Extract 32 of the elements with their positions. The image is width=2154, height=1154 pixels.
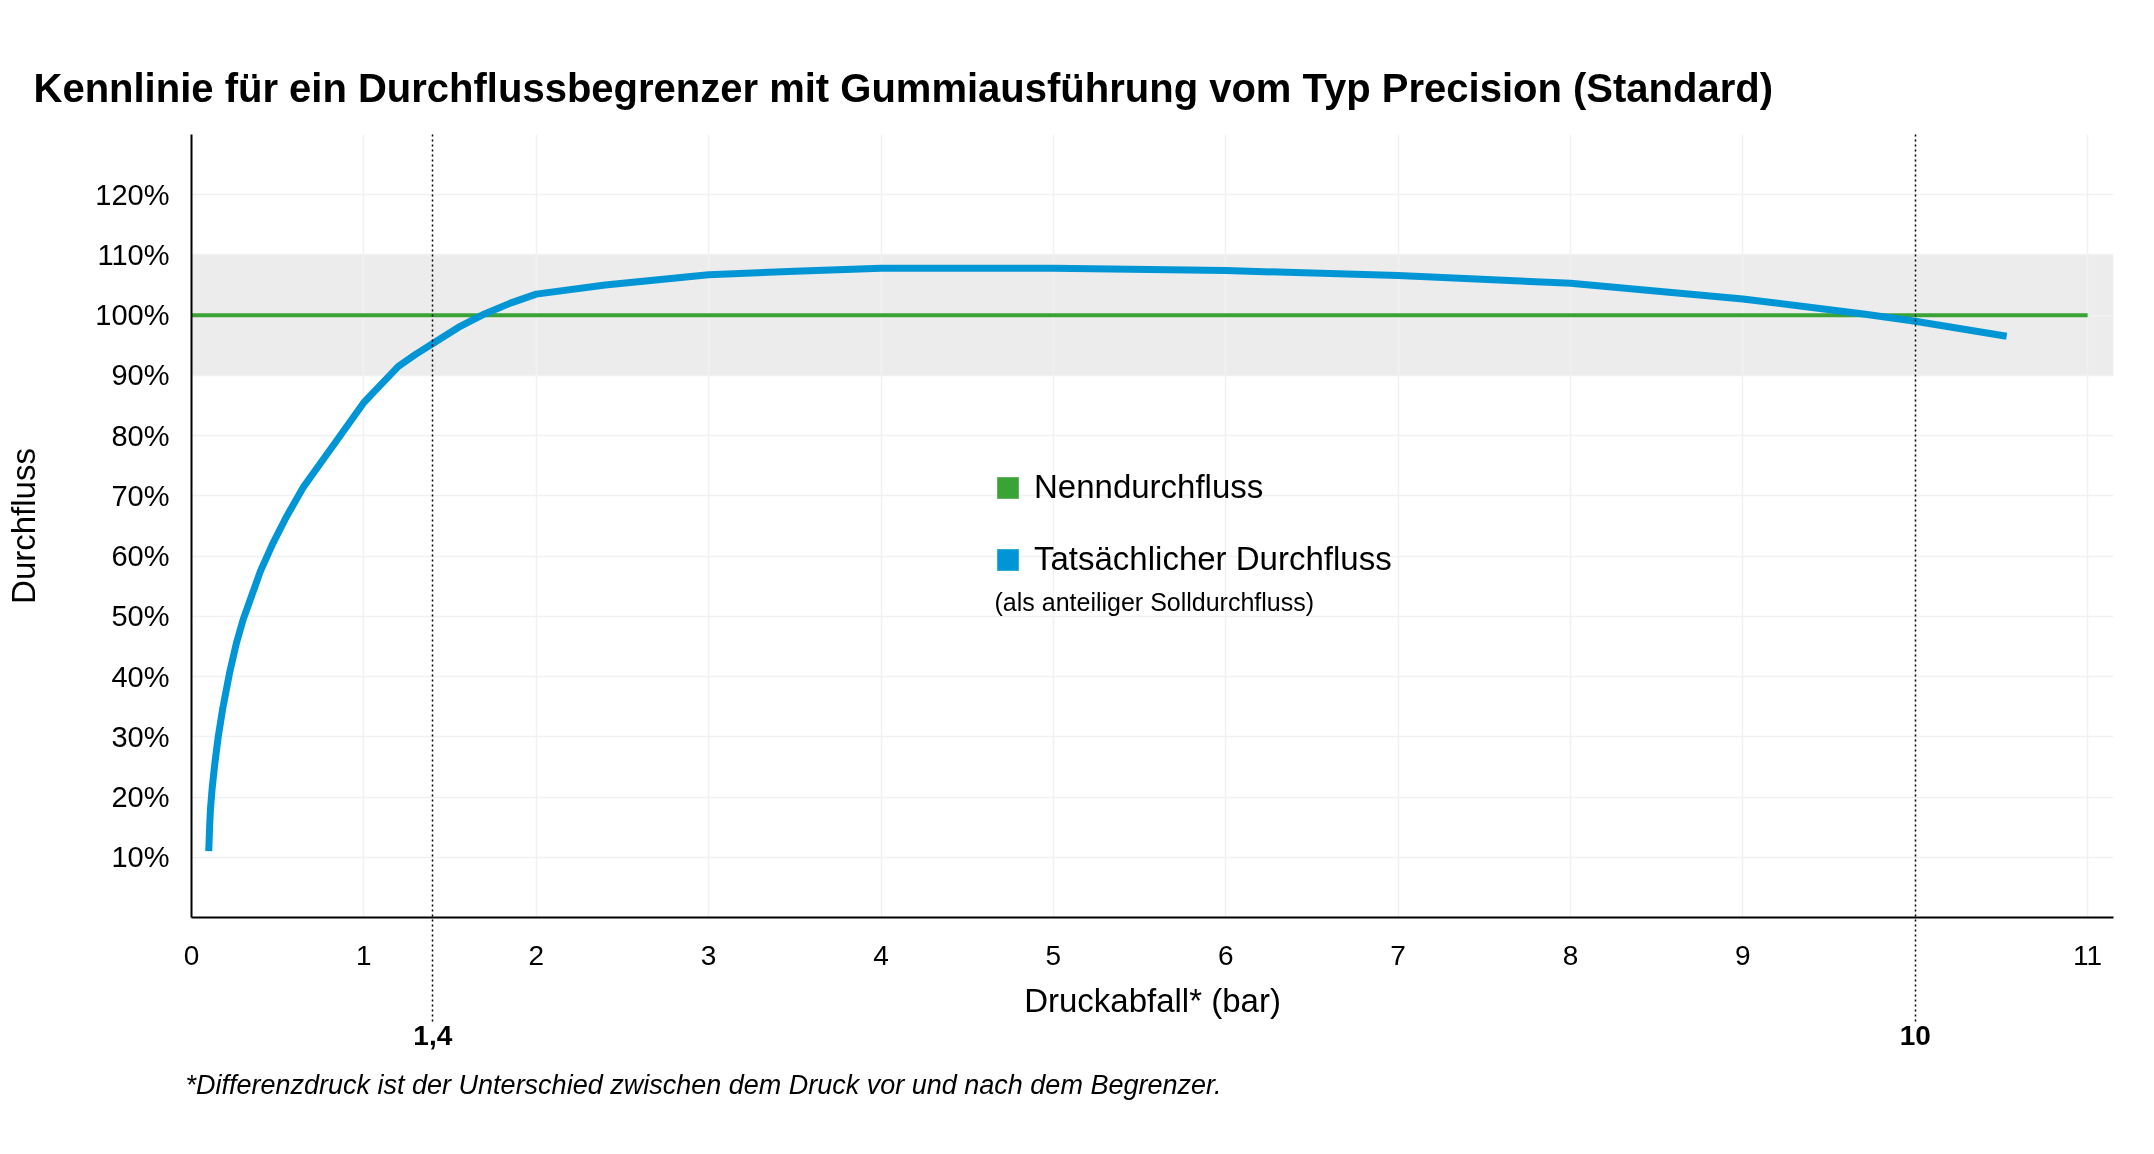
- x-tick-label: 7: [1390, 939, 1406, 971]
- x-tick-label: 1: [356, 939, 372, 971]
- x-tick-label: 0: [183, 939, 200, 971]
- text: *Differenzdruck ist der Unterschied zwischen dem Druck vor und nach dem Begrenzer.: [185, 1069, 1222, 1100]
- ref-line-label: 10: [1899, 1019, 1931, 1051]
- ref-line-label: 1,4: [413, 1019, 453, 1051]
- x-axis-title: Druckabfall* (bar): [1024, 981, 1281, 1019]
- y-tick-label: 90%: [111, 359, 170, 392]
- x-tick-label: 9: [1735, 939, 1751, 971]
- y-tick-label: 80%: [111, 419, 170, 452]
- y-axis-title: Durchfluss: [5, 448, 43, 604]
- x-tick-label: 11: [2073, 939, 2103, 971]
- legend-label: Tatsächlicher Durchfluss: [1034, 539, 1392, 579]
- x-tick-label: 6: [1217, 939, 1234, 971]
- y-tick-label: 40%: [111, 660, 170, 693]
- y-tick-label: 20%: [111, 781, 170, 814]
- y-tick-label: 70%: [111, 479, 170, 512]
- y-tick-label: 30%: [111, 720, 170, 753]
- y-tick-label: 10%: [111, 841, 170, 874]
- x-tick-label: 3: [700, 939, 717, 971]
- y-tick-label: 100%: [95, 299, 170, 332]
- y-tick-label: 120%: [95, 178, 170, 211]
- y-tick-label: 50%: [111, 600, 170, 633]
- y-tick-label: 110%: [97, 238, 170, 271]
- y-tick-label: 60%: [111, 540, 170, 573]
- legend-label: Nenndurchfluss: [1034, 467, 1264, 507]
- x-tick-label: 8: [1562, 939, 1579, 971]
- chart-title: Kennlinie für ein Durchflussbegrenzer mit Gummiausführung vom Typ Precision (Standard): [33, 65, 1773, 110]
- x-tick-label: 4: [873, 939, 889, 971]
- x-tick-label: 5: [1045, 939, 1062, 971]
- x-tick-label: 2: [528, 939, 545, 971]
- annotation: (als anteiliger Solldurchfluss): [994, 587, 1315, 616]
